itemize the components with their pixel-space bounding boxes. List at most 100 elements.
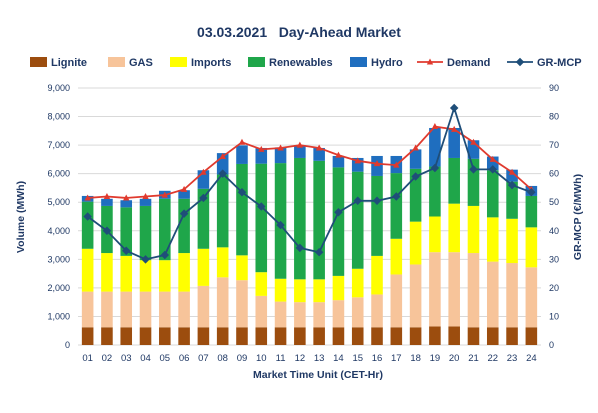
- y2-tick-label: 70: [549, 140, 559, 150]
- point-demand-01: [84, 194, 91, 201]
- point-demand-18: [412, 144, 419, 151]
- point-gr-mcp-06: [179, 209, 189, 218]
- y2-tick-label: 50: [549, 197, 559, 207]
- bar-gas-20: [448, 252, 460, 327]
- point-demand-17: [393, 161, 400, 168]
- bar-renewables-03: [120, 207, 133, 256]
- y-tick-label: 3,000: [47, 254, 70, 264]
- point-gr-mcp-11: [276, 220, 285, 230]
- bar-lignite-22: [486, 327, 499, 345]
- point-gr-mcp-08: [218, 169, 227, 178]
- point-gr-mcp-22: [488, 165, 498, 174]
- bar-lignite-17: [390, 327, 403, 345]
- point-gr-mcp-03: [121, 246, 131, 256]
- legend-swatch: [248, 57, 265, 67]
- bar-imports-18: [409, 221, 422, 265]
- x-tick-label: 11: [276, 353, 286, 364]
- bar-hydro-22: [486, 156, 499, 171]
- bar-gas-10: [255, 295, 268, 328]
- bar-lignite-12: [294, 327, 306, 345]
- bar-renewables-04: [139, 205, 152, 261]
- x-tick-label: 19: [430, 353, 441, 364]
- legend-item-renewables: Renewables: [248, 57, 333, 69]
- point-gr-mcp-17: [392, 192, 401, 201]
- legend-item-gas: GAS: [108, 57, 153, 69]
- legend-item-lignite: Lignite: [30, 57, 87, 69]
- bar-imports-20: [448, 203, 460, 253]
- legend-item-gr-mcp: GR-MCP: [507, 57, 582, 69]
- bar-gas-17: [390, 274, 403, 328]
- gridlines: [78, 87, 541, 346]
- bar-hydro-13: [313, 147, 325, 161]
- y2-tick-label: 0: [549, 340, 554, 350]
- bar-renewables-09: [236, 163, 248, 256]
- point-gr-mcp-18: [411, 172, 420, 181]
- bar-lignite-14: [332, 327, 345, 345]
- bar-lignite-15: [351, 327, 364, 345]
- bar-gas-07: [197, 285, 210, 328]
- bar-renewables-14: [332, 167, 345, 276]
- bar-gas-09: [236, 280, 248, 328]
- y2-tick-label: 10: [549, 311, 559, 321]
- bar-imports-17: [390, 238, 403, 275]
- legend-label: Lignite: [51, 57, 87, 69]
- point-demand-10: [258, 145, 265, 152]
- y-axis-ticks: 0 1,000 2,000 3,000 4,000 5,000 6,000 7,000 8,00…: [47, 83, 70, 350]
- bar-imports-01: [81, 248, 94, 292]
- bar-hydro-09: [236, 145, 248, 164]
- x-tick-label: 03: [121, 353, 132, 364]
- x-tick-label: 06: [179, 353, 190, 364]
- legend-swatch: [108, 57, 125, 67]
- bar-imports-06: [178, 253, 190, 292]
- bar-imports-14: [332, 275, 345, 301]
- point-gr-mcp-15: [353, 196, 362, 206]
- bar-hydro-20: [448, 127, 460, 158]
- bar-lignite-24: [525, 327, 538, 345]
- bar-hydro-06: [178, 190, 190, 199]
- y-tick-label: 1,000: [47, 311, 70, 321]
- point-demand-20: [450, 125, 458, 132]
- x-tick-label: 10: [256, 353, 267, 364]
- x-tick-label: 23: [507, 353, 518, 364]
- y2-tick-label: 80: [549, 112, 559, 122]
- bar-lignite-19: [429, 326, 441, 345]
- legend-item-demand: Demand: [417, 57, 490, 69]
- bar-renewables-08: [216, 174, 229, 248]
- bar-imports-24: [525, 227, 538, 268]
- x-tick-label: 17: [391, 353, 402, 364]
- x-tick-label: 21: [468, 353, 479, 364]
- point-gr-mcp-16: [372, 196, 382, 206]
- bar-gas-21: [467, 253, 480, 328]
- legend: Lignite GAS Imports Renewables Hydro Demand GR…: [30, 57, 582, 69]
- point-demand-02: [103, 193, 111, 200]
- legend-swatch: [350, 57, 367, 67]
- bar-lignite-08: [216, 327, 229, 345]
- bar-hydro-07: [197, 170, 210, 189]
- bar-lignite-16: [371, 327, 383, 345]
- legend-label: Demand: [447, 57, 490, 69]
- bar-gas-03: [120, 291, 133, 328]
- bar-renewables-15: [351, 171, 364, 269]
- bar-imports-21: [467, 205, 480, 254]
- bar-lignite-05: [159, 327, 171, 345]
- y2-tick-label: 90: [549, 83, 559, 93]
- bar-gas-13: [313, 302, 325, 328]
- point-gr-mcp-21: [469, 165, 478, 174]
- y-axis-title: Volume (MWh): [15, 181, 27, 253]
- bar-gas-06: [178, 291, 190, 328]
- bar-imports-19: [429, 216, 441, 253]
- line-series: [83, 103, 536, 264]
- line-demand: [87, 125, 532, 199]
- bar-imports-23: [506, 218, 518, 264]
- bar-renewables-23: [506, 181, 518, 219]
- bar-hydro-11: [274, 147, 287, 164]
- bar-renewables-16: [371, 175, 383, 256]
- bar-lignite-23: [506, 327, 518, 345]
- legend-marker: [515, 57, 525, 67]
- bar-renewables-05: [159, 198, 171, 261]
- point-gr-mcp-14: [334, 207, 343, 217]
- x-tick-label: 20: [449, 353, 460, 364]
- bar-gas-23: [506, 263, 518, 328]
- bar-renewables-01: [81, 201, 94, 249]
